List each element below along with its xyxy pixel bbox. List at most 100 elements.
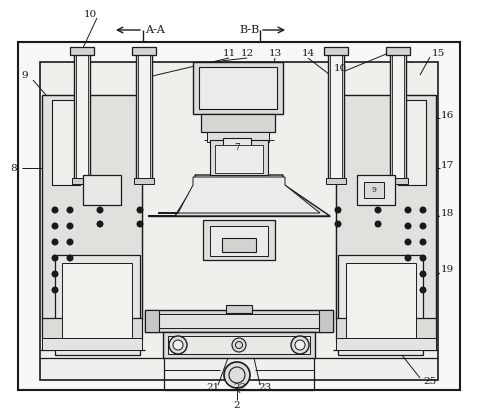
Bar <box>199 67 277 109</box>
Bar <box>215 145 263 173</box>
Bar <box>168 336 310 354</box>
Bar <box>392 52 404 178</box>
Circle shape <box>404 286 412 293</box>
Bar <box>83 175 121 205</box>
Bar <box>150 314 328 328</box>
Bar <box>324 47 348 55</box>
Circle shape <box>66 222 74 229</box>
Circle shape <box>420 206 426 213</box>
Text: 10: 10 <box>83 9 97 19</box>
Bar <box>42 338 142 350</box>
Bar <box>52 100 80 185</box>
Text: 23: 23 <box>259 384 272 393</box>
Circle shape <box>66 286 74 293</box>
Bar <box>357 175 395 205</box>
Circle shape <box>52 271 58 278</box>
Circle shape <box>137 220 143 227</box>
Circle shape <box>420 255 426 262</box>
Bar <box>62 263 132 348</box>
Circle shape <box>169 336 187 354</box>
Bar <box>72 178 92 184</box>
Text: 7: 7 <box>234 143 240 152</box>
Circle shape <box>97 206 104 213</box>
Circle shape <box>182 314 188 321</box>
Circle shape <box>404 255 412 262</box>
Bar <box>330 52 342 178</box>
Bar <box>138 52 150 178</box>
Circle shape <box>235 373 239 377</box>
Text: A-A: A-A <box>145 25 165 35</box>
Circle shape <box>52 239 58 246</box>
Bar <box>70 47 94 55</box>
Bar <box>223 138 251 158</box>
Text: 13: 13 <box>268 49 282 58</box>
Circle shape <box>315 314 322 321</box>
Circle shape <box>420 286 426 293</box>
Circle shape <box>232 338 246 352</box>
Circle shape <box>335 220 341 227</box>
Text: 9: 9 <box>371 186 377 194</box>
Polygon shape <box>158 177 320 213</box>
Text: 17: 17 <box>440 161 454 169</box>
Circle shape <box>52 222 58 229</box>
Bar <box>136 50 152 180</box>
Circle shape <box>404 222 412 229</box>
Circle shape <box>66 271 74 278</box>
Circle shape <box>52 286 58 293</box>
Bar <box>40 62 438 380</box>
Bar <box>328 50 344 180</box>
Text: 10: 10 <box>333 63 347 73</box>
Bar <box>132 47 156 55</box>
Bar <box>326 178 346 184</box>
Bar <box>346 263 416 348</box>
Bar <box>76 52 88 178</box>
Bar <box>55 255 140 355</box>
Bar <box>201 114 275 132</box>
Text: 9: 9 <box>22 70 28 80</box>
Text: 8: 8 <box>11 164 17 173</box>
Text: 12: 12 <box>240 49 254 58</box>
Bar <box>145 310 333 332</box>
Bar <box>210 226 268 256</box>
Bar <box>134 178 154 184</box>
Circle shape <box>374 206 381 213</box>
Text: 19: 19 <box>440 265 454 274</box>
Circle shape <box>404 206 412 213</box>
Circle shape <box>137 206 143 213</box>
Circle shape <box>173 340 183 350</box>
Bar <box>193 62 283 114</box>
Text: 16: 16 <box>440 110 454 119</box>
Bar <box>364 182 384 198</box>
Bar <box>390 50 406 180</box>
Bar <box>163 332 315 358</box>
Circle shape <box>66 239 74 246</box>
Text: 15: 15 <box>431 49 445 58</box>
Text: 14: 14 <box>301 49 315 58</box>
Bar <box>222 238 256 252</box>
Text: B-B: B-B <box>240 25 260 35</box>
Circle shape <box>374 220 381 227</box>
Circle shape <box>404 271 412 278</box>
Bar <box>319 310 333 332</box>
Circle shape <box>420 222 426 229</box>
Bar <box>203 220 275 260</box>
Circle shape <box>66 255 74 262</box>
Circle shape <box>335 206 341 213</box>
Circle shape <box>66 206 74 213</box>
Bar <box>145 310 159 332</box>
Bar <box>398 100 426 185</box>
Bar <box>336 338 436 350</box>
Text: 22: 22 <box>233 384 247 393</box>
Bar <box>207 132 269 142</box>
Polygon shape <box>148 175 330 216</box>
Circle shape <box>224 362 250 388</box>
Bar <box>388 178 408 184</box>
Circle shape <box>52 255 58 262</box>
Bar <box>42 318 142 340</box>
Bar <box>74 50 90 180</box>
Circle shape <box>289 314 295 321</box>
Bar <box>336 95 436 320</box>
Text: 21: 21 <box>206 384 219 393</box>
Bar <box>338 255 423 355</box>
Circle shape <box>97 220 104 227</box>
